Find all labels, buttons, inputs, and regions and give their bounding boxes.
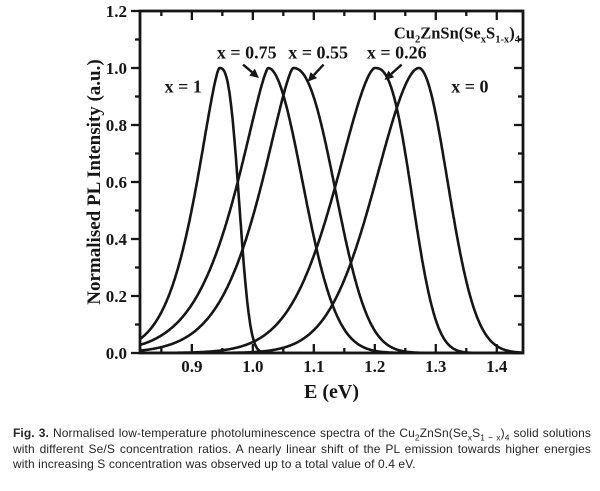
y-tick-label: 0.4	[106, 230, 128, 249]
peak-label-x-0-26: x = 0.26	[367, 42, 427, 62]
spectrum-curve-x-0-26	[140, 66, 523, 353]
formula-subscript: 1-x	[495, 34, 510, 45]
plot-border	[138, 9, 525, 355]
formula-subscript: 4	[515, 34, 521, 45]
y-tick-label: 1.0	[106, 59, 127, 78]
caption-text-segment: )	[500, 426, 505, 440]
curves-group	[140, 66, 523, 353]
formula-subscript: 2	[415, 34, 420, 45]
caption-text-segment: ZnSn(Se	[419, 426, 468, 440]
formula-text: Cu	[394, 23, 415, 42]
formula-subscript: x	[481, 34, 487, 45]
spectrum-curve-x-0	[140, 66, 523, 353]
pl-spectra-chart: 0.9 1.0 1.1 1.2 1.3 1.4 0.0 0.2 0.4 0.6 0.8 1.0 1.2 x…	[84, 2, 525, 403]
x-tick-label: 1.4	[486, 357, 508, 376]
peak-label-x-1: x = 1	[165, 77, 202, 97]
peak-label-x-0: x = 0	[451, 77, 488, 97]
annotation-arrow-line	[312, 63, 325, 76]
figure-caption: Fig. 3. Normalised low-temperature photo…	[13, 426, 591, 473]
x-tick-label: 1.1	[303, 357, 324, 376]
annotation-arrow-line	[390, 63, 403, 75]
formula-text: ZnSn(Se	[420, 23, 481, 42]
x-axis-title: E (eV)	[304, 381, 359, 403]
caption-subscript: 1 − x	[480, 432, 501, 443]
caption-subscript: 2	[414, 432, 420, 443]
caption-subscript: 4	[504, 432, 510, 443]
caption-text-segment: S	[472, 426, 481, 440]
caption-text-segment: Normalised low-temperature photoluminesc…	[48, 426, 415, 440]
x-tick-label: 1.0	[242, 357, 263, 376]
x-tick-label: 1.2	[364, 357, 385, 376]
y-tick-label: 0.0	[106, 344, 127, 363]
peak-label-x-0-75: x = 0.75	[217, 42, 277, 62]
x-tick-label: 0.9	[181, 357, 202, 376]
chart-title-formula: Cu2ZnSn(SexS1-x)4	[394, 23, 521, 45]
peak-label-x-0-55: x = 0.55	[288, 42, 348, 62]
spectrum-curve-x-0-55	[140, 66, 523, 353]
formula-text: S	[486, 23, 495, 42]
caption-subscript: x	[467, 432, 473, 443]
spectrum-curve-x-0-75	[140, 66, 523, 353]
y-tick-label: 0.8	[106, 116, 127, 135]
annotation-arrowhead	[249, 68, 259, 78]
caption-text-segment: solid solutions with different Se/S conc…	[13, 426, 592, 472]
y-tick-label: 0.6	[106, 173, 127, 192]
x-tick-label: 1.3	[425, 357, 446, 376]
annotation-arrowhead	[307, 72, 318, 82]
y-tick-label: 1.2	[106, 2, 127, 21]
formula-text: )	[509, 23, 515, 42]
spectrum-curve-x-1	[140, 66, 523, 353]
y-tick-label: 0.2	[106, 287, 127, 306]
annotation-arrow-line	[242, 63, 253, 74]
caption-label: Fig. 3.	[13, 426, 49, 440]
pl-spectra-figure: 0.9 1.0 1.1 1.2 1.3 1.4 0.0 0.2 0.4 0.6 0.8 1.0 1.2 x…	[84, 2, 525, 403]
annotation-arrowhead	[384, 70, 395, 80]
y-axis-title: Normalised PL Intensity (a.u.)	[84, 59, 105, 304]
